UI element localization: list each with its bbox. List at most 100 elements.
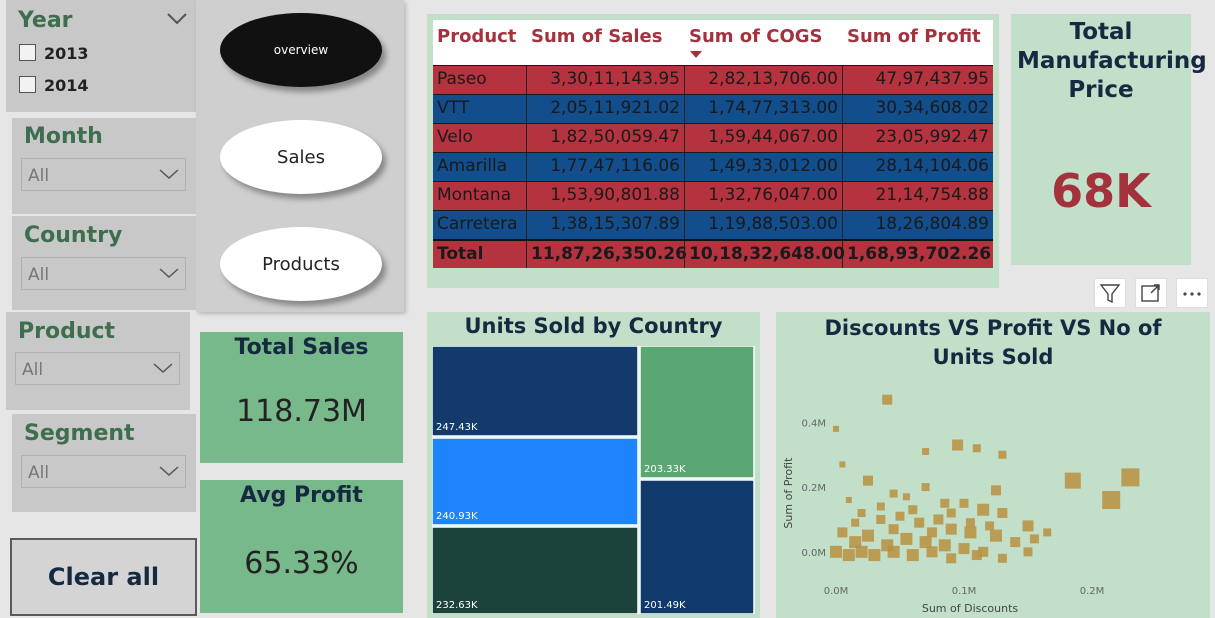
scatter-point[interactable]	[887, 545, 900, 558]
col-header-profit[interactable]: Sum of Profit	[847, 26, 981, 47]
scatter-point[interactable]	[958, 543, 970, 555]
scatter-point[interactable]	[900, 532, 913, 545]
scatter-point[interactable]	[978, 546, 989, 557]
focus-mode-icon[interactable]	[1135, 278, 1167, 308]
treemap-tile[interactable]	[639, 479, 755, 614]
scatter-point[interactable]	[863, 475, 873, 486]
nav-overview-button[interactable]: overview	[220, 13, 382, 87]
scatter-point[interactable]	[921, 483, 930, 492]
table-row[interactable]: Montana 1,53,90,801.88 1,32,76,047.00 21,14…	[433, 181, 993, 210]
scatter-point[interactable]	[998, 450, 1007, 459]
scatter-point[interactable]	[933, 514, 944, 525]
scatter-point[interactable]	[868, 549, 881, 562]
scatter-point[interactable]	[927, 527, 937, 538]
scatter-point[interactable]	[839, 461, 846, 468]
more-options-icon[interactable]	[1176, 278, 1208, 308]
scatter-point[interactable]	[1023, 547, 1033, 557]
scatter-point[interactable]	[908, 505, 918, 515]
scatter-point[interactable]	[895, 511, 905, 521]
scatter-point[interactable]	[1022, 520, 1034, 532]
sort-desc-icon	[690, 51, 702, 58]
x-tick-label: 0.2M	[1080, 586, 1105, 597]
col-header-cogs[interactable]: Sum of COGS	[685, 20, 843, 65]
scatter-point[interactable]	[940, 498, 950, 508]
scatter-point[interactable]	[1121, 468, 1140, 487]
table-row[interactable]: VTT 2,05,11,921.02 1,74,77,313.00 30,34,608…	[433, 94, 993, 123]
scatter-point[interactable]	[926, 546, 938, 558]
product-dropdown[interactable]: All	[15, 352, 180, 385]
total-cell: Total	[433, 241, 527, 268]
scatter-point[interactable]	[906, 549, 919, 562]
scatter-point[interactable]	[862, 529, 874, 542]
scatter-point[interactable]	[830, 545, 842, 558]
table-row[interactable]: Paseo 3,30,11,143.95 2,82,13,706.00 47,97,4…	[433, 65, 993, 94]
table-cell: 2,05,11,921.02	[527, 95, 685, 123]
nav-products-button[interactable]: Products	[220, 227, 382, 301]
scatter-point[interactable]	[945, 523, 957, 535]
y-tick-label: 0.2M	[801, 483, 826, 494]
scatter-point[interactable]	[902, 493, 910, 501]
table-cell: 23,05,992.47	[875, 127, 989, 147]
scatter-point[interactable]	[855, 545, 868, 558]
table-row[interactable]: Velo 1,82,50,059.47 1,59,44,067.00 23,05,99…	[433, 123, 993, 152]
scatter-point[interactable]	[971, 550, 982, 561]
scatter-point[interactable]	[985, 521, 995, 531]
scatter-point[interactable]	[1043, 528, 1052, 537]
nav-sales-button[interactable]: Sales	[220, 120, 382, 194]
scatter-point[interactable]	[997, 553, 1007, 563]
scatter-point[interactable]	[977, 503, 990, 516]
table-row[interactable]: Carretera 1,38,15,307.89 1,19,88,503.00 18,…	[433, 210, 993, 239]
year-2014-checkbox[interactable]	[19, 76, 36, 93]
scatter-point[interactable]	[876, 502, 885, 511]
scatter-point[interactable]	[991, 485, 1001, 496]
scatter-point[interactable]	[946, 508, 956, 518]
scatter-point[interactable]	[1102, 491, 1121, 510]
segment-dropdown[interactable]: All	[21, 455, 186, 488]
treemap-tile[interactable]	[432, 346, 639, 437]
filter-icon[interactable]	[1094, 278, 1126, 308]
chevron-down-icon[interactable]	[166, 12, 188, 26]
clear-all-label: Clear all	[47, 563, 160, 591]
scatter-point[interactable]	[837, 527, 848, 538]
scatter-point[interactable]	[876, 514, 886, 524]
clear-all-button[interactable]: Clear all	[10, 538, 197, 616]
scatter-point[interactable]	[919, 536, 932, 549]
table-cell: 21,14,754.88	[875, 185, 989, 205]
table-cell: Amarilla	[433, 153, 527, 181]
table-row[interactable]: Amarilla 1,77,47,116.06 1,49,33,012.00 28,1…	[433, 152, 993, 181]
scatter-point[interactable]	[888, 524, 899, 535]
scatter-point[interactable]	[959, 498, 969, 508]
scatter-point[interactable]	[842, 549, 855, 562]
x-tick-label: 0.1M	[952, 586, 977, 597]
month-dropdown[interactable]: All	[21, 158, 186, 191]
scatter-point[interactable]	[1029, 534, 1039, 544]
col-header-product[interactable]: Product	[437, 26, 517, 47]
treemap-tile[interactable]	[639, 346, 755, 479]
scatter-point[interactable]	[938, 539, 951, 552]
table-cell: 1,19,88,503.00	[685, 211, 843, 239]
country-dropdown[interactable]: All	[21, 257, 186, 290]
scatter-point[interactable]	[964, 526, 977, 539]
scatter-point[interactable]	[965, 518, 975, 528]
scatter-point[interactable]	[997, 507, 1008, 518]
col-header-sales[interactable]: Sum of Sales	[531, 26, 663, 47]
scatter-point[interactable]	[952, 439, 964, 451]
scatter-point[interactable]	[833, 425, 839, 432]
scatter-point[interactable]	[849, 536, 862, 549]
scatter-point[interactable]	[914, 517, 925, 528]
scatter-point[interactable]	[922, 447, 930, 455]
year-2013-checkbox[interactable]	[19, 44, 36, 61]
scatter-point[interactable]	[1064, 472, 1081, 489]
table-header: Product Sum of Sales Sum of COGS Sum of …	[433, 20, 993, 65]
scatter-point[interactable]	[882, 394, 893, 405]
treemap-tile[interactable]	[432, 437, 639, 526]
scatter-point[interactable]	[845, 497, 852, 504]
treemap-tile[interactable]	[432, 526, 639, 614]
scatter-point[interactable]	[946, 553, 957, 564]
scatter-point[interactable]	[857, 508, 866, 517]
scatter-point[interactable]	[972, 444, 981, 453]
scatter-point[interactable]	[851, 518, 860, 527]
scatter-point[interactable]	[889, 489, 898, 498]
scatter-point[interactable]	[1010, 537, 1021, 548]
scatter-point[interactable]	[990, 529, 1002, 542]
